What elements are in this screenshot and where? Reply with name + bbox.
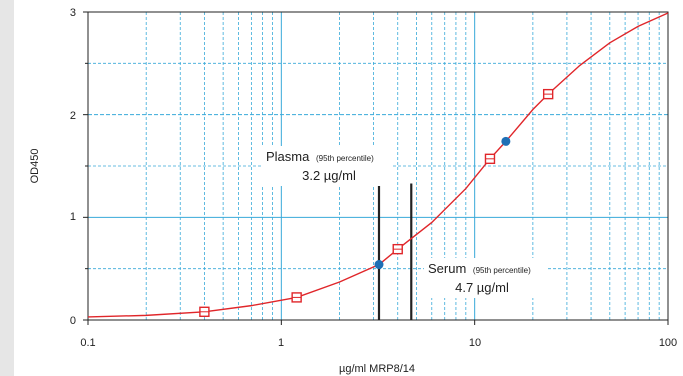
serum-label: Serum [428, 261, 466, 276]
ticks-layer [83, 11, 669, 325]
y-tick-label-0: 0 [70, 315, 76, 327]
plasma-qualifier: (95th percentile) [316, 154, 374, 163]
data-points [199, 88, 554, 317]
reference-lines [377, 183, 413, 320]
sample-point [374, 260, 384, 270]
serum-annotation-value: 4.7 µg/ml [455, 280, 509, 295]
x-tick-label-10: 10 [469, 337, 481, 349]
standard-point [199, 306, 210, 317]
plasma-annotation-box [262, 146, 392, 186]
y-tick-label-2: 2 [70, 110, 76, 122]
x-tick-label-0.1: 0.1 [80, 337, 95, 349]
serum-annotation-title: Serum (95th percentile) [428, 261, 531, 276]
y-tick-label-3: 3 [70, 7, 76, 19]
plasma-annotation-value: 3.2 µg/ml [302, 168, 356, 183]
standard-point [291, 292, 302, 303]
serum-qualifier: (95th percentile) [473, 266, 531, 275]
y-axis-title: OD450 [29, 149, 41, 184]
plasma-annotation-title: Plasma (95th percentile) [266, 149, 374, 164]
standard-point [542, 88, 554, 100]
side-strip [0, 0, 14, 376]
serum-annotation-box [424, 258, 548, 298]
x-tick-label-1: 1 [278, 337, 284, 349]
standard-point [392, 243, 403, 255]
fitted-curve [87, 12, 669, 318]
standard-point [484, 153, 496, 165]
y-tick-label-1: 1 [70, 211, 76, 223]
plasma-label: Plasma [266, 149, 310, 164]
x-tick-label-100: 100 [659, 337, 677, 349]
x-axis-title: µg/ml MRP8/14 [339, 363, 415, 375]
sample-point [501, 136, 511, 146]
